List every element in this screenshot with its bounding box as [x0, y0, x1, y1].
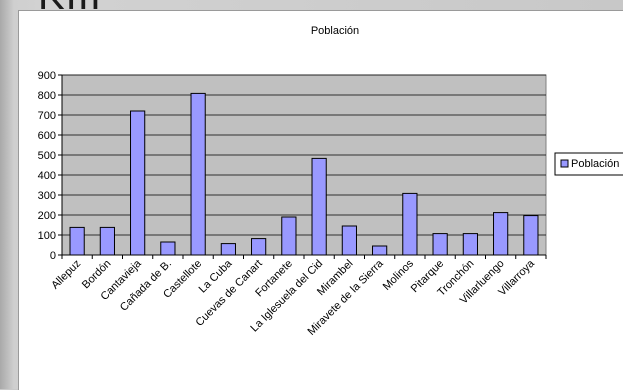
bars: [69, 92, 539, 256]
y-tick-label: 700: [38, 110, 56, 122]
x-tick-label: Allepuz: [49, 258, 83, 292]
y-tick-label: 900: [38, 70, 56, 82]
bar: [251, 238, 267, 256]
legend-label: Población: [571, 158, 619, 170]
bar: [432, 233, 448, 256]
y-tick-label: 100: [38, 230, 56, 242]
bar: [281, 216, 297, 256]
y-tick-label: 600: [38, 130, 56, 142]
bar: [160, 241, 176, 256]
legend: Población: [554, 152, 623, 176]
bar: [402, 192, 418, 256]
bar: [372, 245, 388, 256]
legend-box: [554, 152, 623, 176]
legend-swatch: [560, 159, 569, 168]
y-tick-label: 800: [38, 90, 56, 102]
bar: [99, 226, 115, 256]
y-tick-label: 300: [38, 190, 56, 202]
y-tick-label: 0: [50, 250, 56, 262]
y-tick-label: 400: [38, 170, 56, 182]
y-axis: 0 100 200 300 400 500 600 700 800 900: [38, 70, 63, 262]
bar: [130, 110, 146, 256]
bar: [311, 157, 327, 256]
chart-title: Población: [311, 25, 359, 37]
bar: [341, 225, 357, 256]
bar: [69, 226, 85, 256]
bar: [462, 233, 478, 256]
y-tick-label: 200: [38, 210, 56, 222]
y-tick-label: 500: [38, 150, 56, 162]
bar: [190, 92, 206, 256]
bar: [493, 212, 509, 256]
bar: [523, 215, 539, 256]
bar: [220, 243, 236, 256]
